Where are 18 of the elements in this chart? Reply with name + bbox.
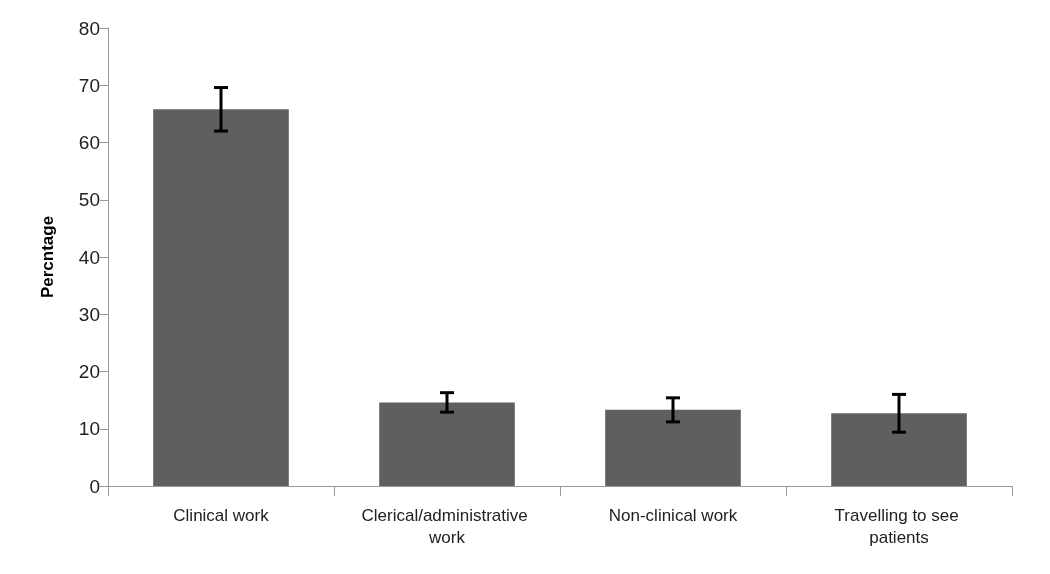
y-tick-label: 40: [78, 246, 100, 268]
y-tick-label: 20: [78, 361, 100, 382]
x-tick-label: Clerical/administrative work: [361, 505, 533, 547]
y-axis-title: Percntage: [38, 215, 57, 299]
y-tick-label: 60: [78, 132, 100, 153]
y-tick-label: 80: [78, 17, 100, 39]
x-tick-label: Clinical work: [173, 505, 270, 525]
bar: [379, 402, 515, 486]
bar: [605, 409, 741, 486]
bar: [153, 109, 289, 486]
y-tick-label: 0: [89, 475, 100, 497]
y-tick-label: 10: [78, 418, 100, 440]
y-tick-label: 30: [78, 303, 100, 325]
y-tick-label: 50: [78, 189, 100, 211]
x-tick-label: Non-clinical work: [608, 505, 738, 525]
bar: [831, 413, 967, 486]
x-tick-label: Travelling to see patients: [834, 505, 964, 547]
y-tick-label: 70: [78, 74, 100, 96]
